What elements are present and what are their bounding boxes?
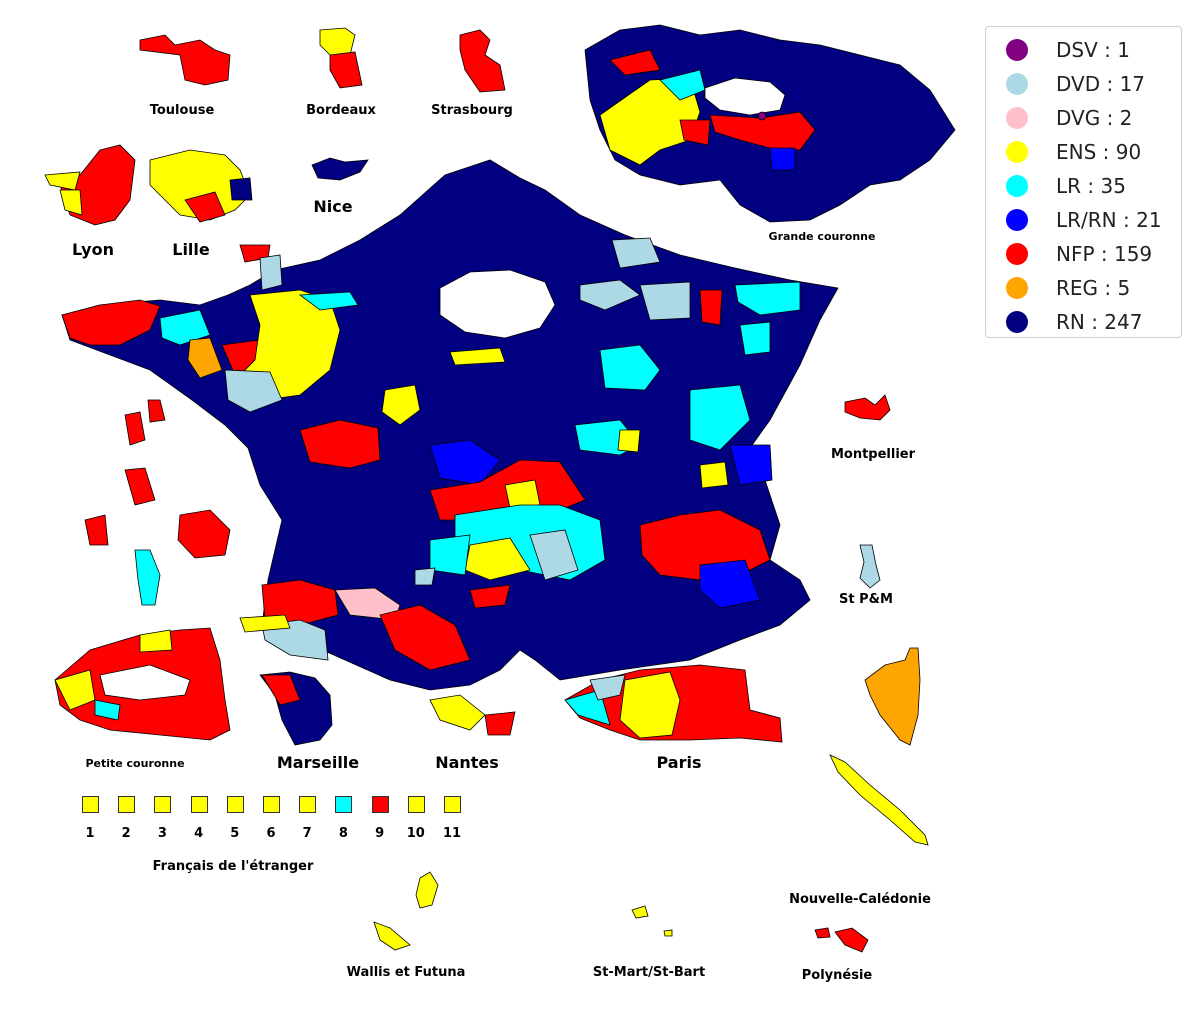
legend-label: REG : 5 — [1056, 276, 1131, 300]
legend-label: LR/RN : 21 — [1056, 208, 1162, 232]
label-grande-couronne: Grande couronne — [768, 230, 876, 243]
constituency-number: 3 — [157, 826, 167, 841]
legend-marker — [1006, 311, 1028, 333]
legend-marker — [1006, 73, 1028, 95]
label-marseille: Marseille — [276, 753, 360, 772]
constituency-box — [263, 796, 280, 813]
constituency-box — [82, 796, 99, 813]
inset-lille — [149, 149, 253, 223]
legend-item: NFP : 159 — [986, 237, 1181, 271]
legend-marker — [1006, 141, 1028, 163]
inset-petite-couronne — [54, 627, 231, 741]
label-paris: Paris — [656, 753, 702, 772]
constituency-box — [444, 796, 461, 813]
constituency-number: 7 — [302, 826, 312, 841]
legend-item: REG : 5 — [986, 271, 1181, 305]
label-st-mart-st-bart: St-Mart/St-Bart — [592, 965, 706, 980]
constituency-box — [190, 796, 208, 813]
label-wallis-futuna: Wallis et Futuna — [346, 965, 466, 980]
legend-marker — [1006, 107, 1028, 129]
label-lille: Lille — [172, 240, 210, 259]
legend-marker — [1006, 175, 1028, 197]
legend-label: RN : 247 — [1056, 310, 1143, 334]
legend: DSV : 1 DVD : 17 DVG : 2 ENS : 90 LR : 35 LR/… — [985, 26, 1182, 338]
inset-paris — [564, 664, 783, 743]
inset-nouvelle-caledonie — [829, 754, 929, 846]
legend-marker — [1006, 243, 1028, 265]
francais-etranger-title: Français de l'étranger — [152, 859, 314, 874]
mainland-france — [61, 159, 839, 691]
constituency-number: 11 — [442, 826, 462, 841]
inset-nantes — [429, 694, 516, 736]
inset-toulouse — [139, 34, 231, 86]
constituency-box — [299, 796, 317, 813]
legend-item: LR/RN : 21 — [986, 203, 1181, 237]
legend-label: NFP : 159 — [1056, 242, 1153, 266]
inset-wallis-futuna — [373, 871, 439, 951]
constituency-number: 1 — [85, 826, 95, 841]
label-polynesie: Polynésie — [801, 968, 873, 983]
constituency-number: 6 — [266, 826, 276, 841]
inset-montpellier — [844, 394, 891, 421]
constituency-box — [118, 796, 136, 813]
legend-marker — [1006, 39, 1028, 61]
inset-st-mart-st-bart — [631, 905, 673, 937]
legend-label: ENS : 90 — [1056, 140, 1142, 164]
legend-label: LR : 35 — [1056, 174, 1126, 198]
constituency-box — [371, 796, 389, 813]
legend-marker — [1006, 277, 1028, 299]
inset-st-pm — [859, 544, 881, 589]
label-strasbourg: Strasbourg — [431, 103, 513, 118]
constituency-box — [226, 796, 244, 813]
inset-corse — [864, 647, 921, 746]
inset-polynesie — [814, 927, 869, 953]
legend-label: DVG : 2 — [1056, 106, 1133, 130]
label-nantes: Nantes — [435, 753, 499, 772]
legend-item: DSV : 1 — [986, 33, 1181, 67]
legend-item: DVG : 2 — [986, 101, 1181, 135]
inset-lyon — [44, 144, 136, 226]
legend-label: DSV : 1 — [1056, 38, 1130, 62]
inset-strasbourg — [459, 29, 506, 93]
label-nouvelle-caledonie: Nouvelle-Calédonie — [789, 892, 931, 907]
constituency-box — [335, 796, 353, 813]
label-bordeaux: Bordeaux — [306, 103, 376, 118]
constituency-number: 9 — [375, 826, 385, 841]
constituency-number: 2 — [121, 826, 131, 841]
small-islands — [84, 399, 231, 606]
label-lyon: Lyon — [72, 240, 114, 259]
constituency-number: 10 — [406, 826, 425, 841]
inset-bordeaux — [319, 27, 363, 89]
label-nice: Nice — [313, 197, 353, 216]
label-petite-couronne: Petite couronne — [85, 757, 185, 770]
legend-item: ENS : 90 — [986, 135, 1181, 169]
legend-item: LR : 35 — [986, 169, 1181, 203]
constituency-number: 5 — [230, 826, 240, 841]
legend-item: RN : 247 — [986, 305, 1181, 339]
legend-marker — [1006, 209, 1028, 231]
constituency-number: 4 — [194, 826, 204, 841]
label-st-pm: St P&M — [839, 592, 893, 607]
legend-item: DVD : 17 — [986, 67, 1181, 101]
legend-label: DVD : 17 — [1056, 72, 1146, 96]
constituency-number: 8 — [338, 826, 348, 841]
inset-nice — [311, 157, 369, 181]
inset-grande-couronne — [584, 24, 956, 223]
label-montpellier: Montpellier — [830, 447, 916, 462]
inset-marseille — [259, 671, 333, 746]
constituency-box — [407, 796, 425, 813]
constituency-box — [154, 796, 172, 813]
label-toulouse: Toulouse — [149, 103, 215, 118]
